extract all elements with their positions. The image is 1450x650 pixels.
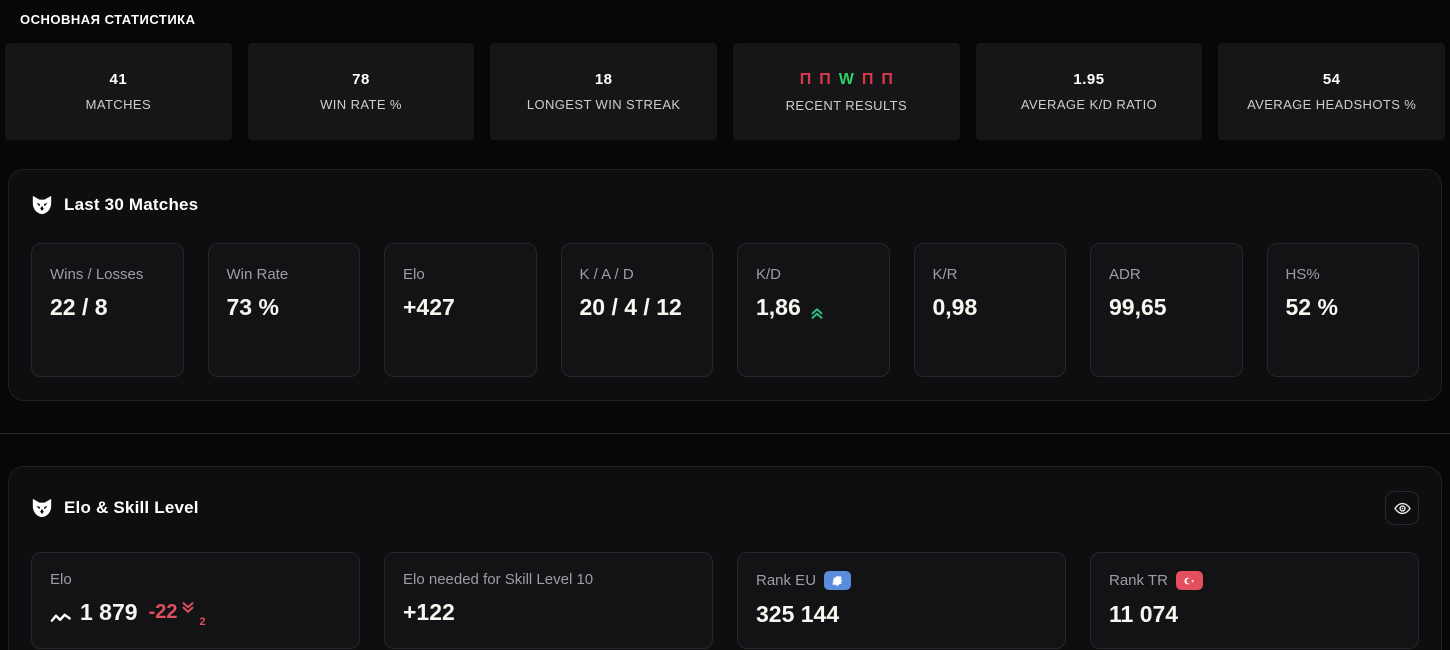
turkey-flag-icon: [1175, 571, 1203, 590]
stat-card-average-kd-ratio: 1.95 AVERAGE K/D RATIO: [975, 43, 1203, 140]
card-value: 0,98: [932, 294, 978, 320]
card-label: K/D: [756, 266, 782, 283]
card-label: Elo: [403, 266, 425, 283]
stat-label: AVERAGE K/D RATIO: [1020, 97, 1158, 112]
elo-delta-value: -22: [148, 601, 178, 624]
stat-value: 78: [352, 71, 370, 88]
fox-logo-icon: [31, 497, 53, 519]
section-title: Elo & Skill Level: [64, 498, 199, 517]
card-value: 20 / 4 / 12: [579, 294, 682, 320]
card-elo-gain: Elo +427: [384, 243, 537, 377]
card-value: +122: [403, 599, 455, 625]
card-label: Elo: [50, 571, 72, 588]
card-rank-tr: Rank TR 11 074: [1090, 552, 1419, 649]
europe-flag-icon: [824, 571, 852, 590]
card-wins-losses: Wins / Losses 22 / 8: [31, 243, 184, 377]
card-win-rate: Win Rate 73 %: [207, 243, 360, 377]
stat-value: 1.95: [1073, 71, 1105, 88]
stat-label: RECENT RESULTS: [785, 97, 908, 113]
stat-label: AVERAGE HEADSHOTS %: [1247, 97, 1417, 112]
recent-results-letters: П П W П П: [800, 71, 893, 89]
card-label: HS%: [1285, 266, 1320, 283]
stat-value: 54: [1322, 71, 1341, 88]
card-value: 1,86: [756, 292, 871, 323]
card-kr: K/R 0,98: [913, 243, 1066, 377]
card-value: 22 / 8: [50, 294, 108, 320]
stat-card-average-headshots: 54 AVERAGE HEADSHOTS %: [1218, 43, 1445, 140]
elo-delta-subscript: 2: [199, 616, 206, 629]
last-30-matches-section: Last 30 Matches Wins / Losses 22 / 8 Win…: [8, 169, 1442, 401]
card-value: 99,65: [1109, 294, 1167, 320]
stat-card-longest-win-streak: 18 LONGEST WIN STREAK: [490, 43, 717, 140]
card-elo: Elo 1 879 -22 2: [31, 552, 360, 649]
eye-icon: [1393, 499, 1412, 518]
card-value: 1 879 -22 2: [50, 597, 341, 628]
elo-skill-level-header: Elo & Skill Level: [31, 491, 1419, 525]
stat-label: WIN RATE %: [320, 97, 402, 112]
stat-label: LONGEST WIN STREAK: [526, 97, 681, 112]
elo-skill-level-section: Elo & Skill Level Elo 1 879: [8, 466, 1442, 650]
stat-card-win-rate: 78 WIN RATE %: [247, 43, 475, 140]
stat-value: 41: [109, 71, 128, 88]
result-letter: П: [861, 70, 874, 88]
result-letter: П: [881, 70, 893, 88]
card-kad: K / A / D 20 / 4 / 12: [560, 243, 713, 377]
stat-label: MATCHES: [85, 97, 152, 112]
card-label: ADR: [1109, 266, 1141, 283]
card-label: Rank TR: [1109, 571, 1400, 590]
main-statistics-section: ОСНОВНАЯ СТАТИСТИКА 41 MATCHES 78 WIN RA…: [0, 0, 1450, 140]
kd-value: 1,86: [756, 294, 801, 320]
card-value: 325 144: [756, 601, 840, 627]
stat-value: 18: [594, 71, 613, 88]
result-letter: П: [819, 70, 831, 88]
card-value: 73 %: [226, 294, 279, 320]
elo-delta: -22 2: [148, 599, 206, 628]
card-value: 52 %: [1285, 294, 1338, 320]
card-label: K / A / D: [579, 266, 634, 283]
elo-value: 1 879: [80, 599, 138, 625]
last-30-cards-row: Wins / Losses 22 / 8 Win Rate 73 % Elo +…: [31, 243, 1419, 377]
card-label: Wins / Losses: [50, 266, 144, 283]
toggle-visibility-button[interactable]: [1385, 491, 1419, 525]
elo-cards-row: Elo 1 879 -22 2: [31, 552, 1419, 649]
card-value: 11 074: [1109, 601, 1179, 627]
card-label: K/R: [932, 266, 958, 283]
stat-card-recent-results: П П W П П RECENT RESULTS: [733, 43, 960, 140]
card-rank-eu: Rank EU 325 144: [737, 552, 1066, 649]
result-letter: П: [799, 70, 812, 88]
card-label: Rank EU: [756, 571, 1047, 590]
section-divider: [0, 433, 1450, 434]
fox-logo-icon: [31, 194, 53, 216]
card-value: +427: [403, 294, 455, 320]
stat-card-matches: 41 MATCHES: [5, 43, 232, 140]
card-label: Win Rate: [226, 266, 289, 283]
main-statistics-title: ОСНОВНАЯ СТАТИСТИКА: [20, 12, 196, 27]
rank-tr-label: Rank TR: [1109, 572, 1168, 589]
sparkline-icon: [50, 604, 72, 622]
rank-eu-label: Rank EU: [756, 572, 817, 589]
section-title: Last 30 Matches: [64, 195, 199, 214]
trend-down-icon: [179, 599, 197, 617]
card-adr: ADR 99,65: [1090, 243, 1243, 377]
result-letter: W: [838, 70, 854, 88]
card-kd: K/D 1,86: [737, 243, 890, 377]
last-30-matches-header: Last 30 Matches: [31, 194, 1419, 216]
card-hs-percent: HS% 52 %: [1266, 243, 1419, 377]
top-stats-row: 41 MATCHES 78 WIN RATE % 18 LONGEST WIN …: [5, 43, 1445, 140]
card-label: Elo needed for Skill Level 10: [403, 571, 594, 588]
trend-up-icon: [808, 299, 826, 319]
card-elo-needed: Elo needed for Skill Level 10 +122: [384, 552, 713, 649]
